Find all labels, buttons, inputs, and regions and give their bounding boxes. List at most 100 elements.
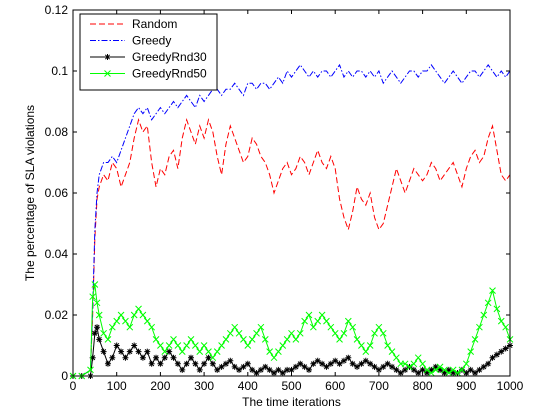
x-tick-label: 800: [413, 379, 433, 393]
data-point-greedyrnd30: [104, 360, 111, 367]
data-point-greedyrnd30: [214, 366, 221, 373]
data-point-greedyrnd30: [367, 360, 374, 367]
legend-marker-greedyrnd30: [104, 54, 111, 60]
data-point-greedyrnd30: [122, 354, 129, 361]
plot-series-group: [69, 63, 514, 380]
data-point-greedyrnd50: [296, 329, 304, 337]
data-point-greedyrnd30: [266, 366, 273, 373]
x-tick-label: 0: [70, 379, 77, 393]
data-point-greedyrnd30: [166, 348, 173, 355]
data-point-greedyrnd30: [196, 366, 203, 373]
data-point-greedyrnd30: [227, 357, 234, 364]
data-point-greedyrnd50: [467, 348, 475, 355]
y-tick-label: 0.02: [45, 308, 69, 322]
data-point-greedyrnd50: [366, 342, 374, 349]
data-point-greedyrnd50: [331, 329, 339, 337]
data-point-greedyrnd30: [271, 369, 278, 376]
data-point-greedyrnd30: [126, 348, 133, 355]
y-tick-label: 0: [61, 369, 68, 383]
data-point-greedyrnd50: [161, 348, 169, 355]
y-axis-ticks: 0 0.02 0.04 0.06 0.08 0.1 0.12: [45, 3, 510, 383]
data-point-greedyrnd50: [393, 354, 400, 362]
data-point-greedyrnd30: [415, 369, 422, 376]
data-point-greedyrnd50: [248, 336, 256, 343]
data-point-greedyrnd50: [441, 366, 448, 374]
data-point-greedyrnd50: [353, 336, 361, 343]
data-point-greedyrnd50: [244, 342, 252, 349]
data-point-greedyrnd50: [222, 336, 230, 343]
data-point-greedyrnd30: [419, 366, 426, 373]
data-point-greedyrnd30: [323, 363, 330, 370]
data-point-greedyrnd30: [480, 363, 487, 370]
legend-label-greedyrnd50: GreedyRnd50: [132, 67, 207, 81]
data-point-greedyrnd50: [170, 336, 177, 343]
data-point-greedyrnd30: [100, 348, 107, 355]
data-point-greedyrnd50: [493, 305, 501, 313]
data-point-greedyrnd50: [305, 311, 313, 319]
data-point-greedyrnd50: [187, 336, 195, 343]
data-point-greedyrnd30: [118, 348, 125, 355]
x-tick-label: 400: [238, 379, 258, 393]
data-point-greedyrnd50: [174, 342, 182, 349]
data-point-greedyrnd30: [301, 363, 308, 370]
data-point-greedyrnd50: [91, 281, 99, 288]
data-point-greedyrnd50: [502, 323, 509, 331]
data-point-greedyrnd30: [253, 369, 260, 376]
data-point-greedyrnd50: [497, 317, 505, 325]
data-point-greedyrnd30: [240, 363, 247, 370]
data-point-greedyrnd50: [196, 348, 204, 355]
data-point-greedyrnd50: [93, 299, 101, 307]
data-point-greedyrnd30: [244, 360, 251, 367]
data-point-greedyrnd30: [345, 354, 352, 361]
data-point-greedyrnd50: [104, 336, 112, 343]
data-point-greedyrnd30: [437, 366, 444, 373]
data-point-greedyrnd50: [95, 311, 103, 319]
data-point-greedyrnd50: [148, 323, 156, 331]
data-point-greedyrnd50: [471, 336, 479, 343]
data-point-greedyrnd30: [209, 360, 216, 367]
data-point-greedyrnd30: [218, 363, 225, 370]
data-point-greedyrnd50: [143, 317, 151, 325]
data-point-greedyrnd30: [179, 366, 186, 373]
data-point-greedyrnd50: [253, 329, 260, 337]
data-point-greedyrnd50: [489, 287, 496, 294]
x-tick-label: 600: [325, 379, 345, 393]
data-point-greedyrnd50: [327, 323, 335, 331]
data-point-greedyrnd50: [218, 342, 225, 349]
series-greedyrnd50: [69, 281, 514, 380]
y-tick-label: 0.1: [51, 64, 68, 78]
data-point-greedyrnd50: [165, 342, 173, 349]
data-point-greedyrnd30: [349, 360, 356, 367]
data-point-greedyrnd30: [428, 366, 435, 373]
data-point-greedyrnd30: [384, 360, 391, 367]
data-point-greedyrnd30: [288, 366, 295, 373]
data-point-greedyrnd50: [432, 366, 440, 374]
data-point-greedyrnd30: [139, 354, 146, 361]
data-point-greedyrnd30: [113, 342, 120, 349]
data-point-greedyrnd30: [249, 366, 256, 373]
data-point-greedyrnd50: [283, 336, 291, 343]
data-point-greedyrnd50: [135, 305, 142, 313]
data-point-greedyrnd50: [192, 342, 199, 349]
data-point-greedyrnd50: [157, 342, 164, 349]
data-point-greedyrnd30: [153, 354, 160, 361]
legend-box: [79, 13, 218, 91]
data-point-greedyrnd30: [402, 366, 409, 373]
data-point-greedyrnd50: [261, 336, 269, 343]
data-point-greedyrnd50: [266, 348, 274, 355]
data-point-greedyrnd30: [96, 336, 103, 343]
data-point-greedyrnd50: [436, 363, 444, 371]
data-point-greedyrnd30: [275, 366, 282, 373]
data-point-greedyrnd50: [183, 342, 190, 349]
data-point-greedyrnd50: [279, 342, 287, 349]
data-point-greedyrnd50: [358, 342, 365, 349]
legend-label-greedy: Greedy: [132, 34, 171, 48]
data-point-greedyrnd30: [502, 345, 509, 352]
data-point-greedyrnd30: [423, 369, 430, 376]
x-tick-label: 1000: [497, 379, 524, 393]
data-point-greedyrnd50: [301, 317, 308, 325]
data-point-greedyrnd50: [458, 366, 466, 374]
data-point-greedyrnd50: [462, 360, 470, 368]
data-point-greedyrnd30: [358, 360, 365, 367]
